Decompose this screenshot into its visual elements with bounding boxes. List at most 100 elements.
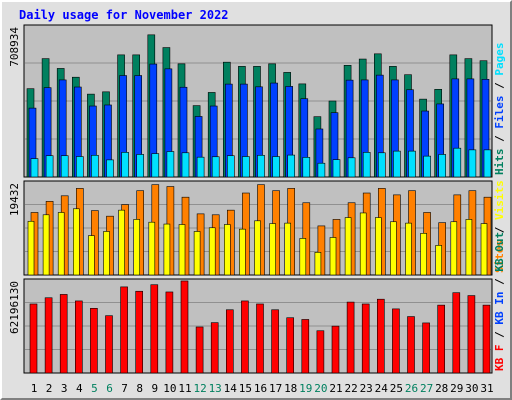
day-label: 9	[151, 382, 158, 395]
right-legend-1: Hits / Files / Pages	[493, 43, 506, 176]
visits-bar	[299, 238, 307, 276]
visits-bar	[118, 209, 125, 276]
visits-bar	[465, 219, 473, 276]
y-max-label-3: 62196130	[8, 281, 21, 334]
pages-bar	[302, 157, 311, 178]
kbytes-bar	[392, 308, 400, 374]
kbytes-bar	[422, 322, 430, 374]
pages-bar	[45, 155, 54, 178]
kbytes-bar	[59, 294, 68, 374]
kbytes-bar	[75, 300, 83, 374]
visits-bar	[42, 214, 50, 276]
right-legend-2: Sites / Visits	[493, 180, 506, 273]
legend-part: /	[493, 325, 506, 345]
day-label: 3	[61, 382, 68, 395]
day-label: 14	[224, 382, 238, 395]
legend-part: Files	[493, 96, 506, 129]
pages-bar	[227, 155, 235, 178]
day-label: 6	[106, 382, 113, 395]
visits-bar	[359, 212, 367, 276]
day-label: 17	[269, 382, 282, 395]
kbytes-bar	[135, 290, 143, 374]
pages-bar	[30, 158, 39, 178]
day-label: 13	[209, 382, 222, 395]
legend-part: Pages	[493, 43, 506, 76]
legend-part: Visits	[493, 180, 506, 220]
pages-bar	[347, 157, 356, 178]
pages-bar	[468, 149, 477, 178]
day-label: 2	[46, 382, 53, 395]
visits-bar	[27, 220, 35, 276]
kbytes-bar	[180, 280, 189, 374]
visits-bar	[254, 220, 261, 276]
day-label: 30	[465, 382, 478, 395]
pages-bar	[332, 159, 341, 178]
day-label: 5	[91, 382, 98, 395]
pages-bar	[393, 150, 401, 178]
kbytes-bar	[210, 322, 219, 374]
day-label: 27	[420, 382, 433, 395]
pages-bar	[483, 149, 492, 178]
day-label: 12	[193, 382, 206, 395]
day-label: 15	[239, 382, 252, 395]
kbytes-bar	[44, 297, 53, 374]
day-label: 1	[31, 382, 38, 395]
kbytes-bar	[346, 301, 355, 374]
legend-part: /	[493, 129, 506, 149]
visits-bar	[420, 233, 427, 276]
kbytes-bar	[316, 330, 325, 374]
visits-bar	[239, 228, 246, 276]
legend-part: /	[493, 76, 506, 96]
kbytes-bar	[437, 304, 446, 374]
visits-bar	[329, 237, 337, 276]
y-max-label-1: 708934	[8, 27, 21, 67]
visits-bar	[435, 245, 443, 276]
kbytes-bar	[407, 316, 415, 374]
visits-bar	[405, 222, 412, 276]
kbytes-bar	[301, 319, 310, 374]
visits-bar	[88, 235, 95, 276]
day-label: 28	[435, 382, 448, 395]
sites-bar	[317, 225, 326, 276]
kbytes-bar	[241, 300, 249, 374]
pages-bar	[257, 154, 265, 178]
visits-bar	[163, 223, 171, 276]
visits-bar	[314, 252, 322, 276]
pages-bar	[76, 156, 84, 178]
visits-bar	[73, 208, 80, 276]
pages-bar	[272, 156, 280, 178]
day-label: 22	[344, 382, 357, 395]
kbytes-bar	[195, 326, 204, 374]
visits-bar	[193, 231, 201, 276]
pages-bar	[317, 162, 326, 178]
kbytes-bar	[90, 308, 98, 374]
legend-part: Sites	[493, 240, 506, 273]
pages-bar	[106, 159, 114, 178]
pages-bar	[242, 156, 250, 178]
visits-bar	[344, 217, 352, 276]
pages-bar	[362, 152, 371, 178]
day-label: 7	[121, 382, 128, 395]
day-label: 31	[480, 382, 493, 395]
visits-bar	[269, 223, 276, 276]
visits-bar	[390, 221, 397, 276]
kbytes-bar	[256, 303, 264, 374]
right-legend-3: KB F / KB In / KB Out	[493, 232, 506, 371]
kbytes-bar	[452, 292, 461, 374]
kbytes-bar	[361, 303, 370, 374]
kbytes-bar	[165, 291, 174, 374]
pages-bar	[166, 151, 175, 178]
legend-part: /	[493, 220, 506, 240]
day-label: 16	[254, 382, 267, 395]
pages-bar	[408, 150, 416, 178]
kbytes-bar	[226, 309, 234, 374]
kbytes-bar	[482, 304, 491, 374]
pages-bar	[181, 152, 190, 178]
visits-bar	[450, 221, 458, 276]
pages-bar	[377, 152, 386, 178]
pages-bar	[211, 156, 220, 178]
legend-part: KB Out	[493, 232, 506, 272]
legend-part: Hits	[493, 149, 506, 176]
visits-bar	[480, 223, 488, 276]
